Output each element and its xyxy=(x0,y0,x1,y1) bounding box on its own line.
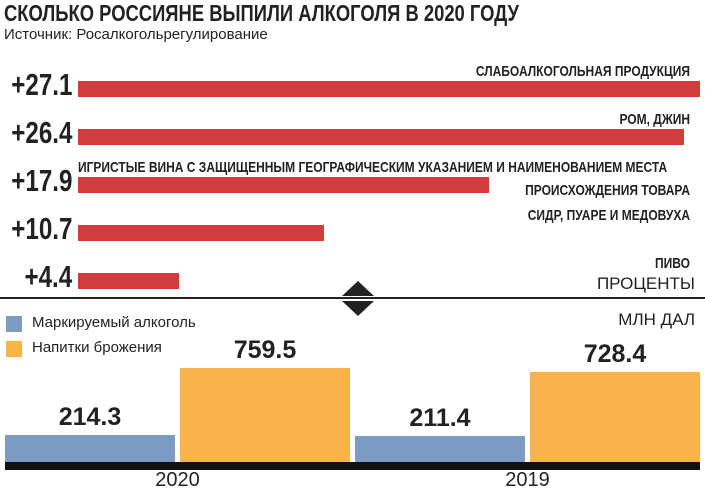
category-label: СЛАБОАЛКОГОЛЬНАЯ ПРОДУКЦИЯ xyxy=(475,63,690,80)
value-label: 759.5 xyxy=(233,336,297,364)
bar xyxy=(78,81,700,97)
bar xyxy=(180,368,350,462)
bar xyxy=(78,225,324,241)
value-label: +17.9 xyxy=(10,163,72,198)
legend-label: Напитки брожения xyxy=(32,339,162,356)
legend-label: Маркируемый алкоголь xyxy=(32,314,196,331)
category-label: РОМ, ДЖИН xyxy=(619,111,690,128)
bar xyxy=(78,129,684,145)
bar xyxy=(355,435,525,462)
value-label: +10.7 xyxy=(10,211,72,246)
category-label: ИГРИСТЫЕ ВИНА С ЗАЩИЩЕННЫМ ГЕОГРАФИЧЕСКИ… xyxy=(78,159,690,199)
x-tick-label: 2020 xyxy=(155,469,200,491)
value-label: +27.1 xyxy=(10,67,72,102)
bar xyxy=(5,435,175,462)
value-label: +26.4 xyxy=(10,115,72,150)
legend-swatch xyxy=(6,341,22,357)
unit-label: ПРОЦЕНТЫ xyxy=(596,274,695,293)
category-label: ПИВО xyxy=(655,255,690,272)
value-label: 214.3 xyxy=(58,403,122,432)
bar xyxy=(530,371,700,462)
unit-label: МЛН ДАЛ xyxy=(618,310,695,329)
triangle-up xyxy=(342,281,374,296)
x-tick-label: 2019 xyxy=(505,469,550,491)
title: СКОЛЬКО РОССИЯНЕ ВЫПИЛИ АЛКОГОЛЯ В 2020 … xyxy=(4,0,519,26)
source: Источник: Росалкогольрегулирование xyxy=(4,26,268,43)
bar xyxy=(78,177,489,193)
value-label: +4.4 xyxy=(24,259,72,294)
value-label: 728.4 xyxy=(583,339,647,368)
category-label: СИДР, ПУАРЕ И МЕДОВУХА xyxy=(527,207,690,224)
value-label: 211.4 xyxy=(409,403,471,432)
baseline xyxy=(5,462,700,470)
bar xyxy=(78,273,179,289)
triangle-down xyxy=(342,301,374,316)
legend-swatch xyxy=(6,316,22,332)
